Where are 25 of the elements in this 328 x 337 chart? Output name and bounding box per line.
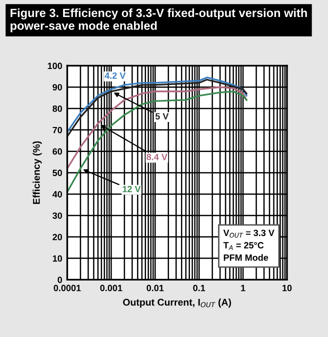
chart-title: Figure 3. Efficiency of 3.3-V fixed-output version with power-save mode enabled — [10, 8, 307, 32]
x-tick-label: 0.001 — [100, 284, 122, 292]
text: 5 V — [155, 113, 169, 120]
x-tick-label: 0.1 — [193, 284, 206, 292]
y-tick-label: 60 — [52, 148, 62, 155]
text: 12 V — [122, 186, 141, 192]
y-tick-label: 0 — [58, 276, 62, 284]
y-tick-label: 50 — [52, 170, 62, 176]
y-tick-label: 70 — [52, 126, 62, 134]
x-tick-label: 10 — [282, 284, 292, 292]
x-tick-label: 0.0001 — [54, 284, 81, 292]
y-tick-label: 80 — [52, 105, 62, 112]
x-tick-label: 0.01 — [146, 284, 164, 292]
y-tick-label: 90 — [52, 84, 62, 90]
text: 8.4 V — [146, 154, 168, 160]
series-label: 4.2 V — [104, 72, 126, 79]
y-tick-label: 20 — [52, 234, 62, 240]
x-tick-label: 1 — [241, 284, 246, 292]
text: V$_{OUT}$ = 3.3 V T$_{A}$ = 25°C PFM Mode — [223, 230, 274, 261]
y-axis-title: Efficiency (%) — [32, 141, 42, 204]
x-axis-title: Output Current, I$_{OUT}$ (A) — [123, 298, 232, 308]
y-tick-label: 40 — [52, 191, 62, 198]
y-tick-label: 30 — [52, 212, 62, 219]
y-tick-label: 10 — [52, 255, 62, 262]
y-tick-label: 100 — [48, 62, 62, 70]
